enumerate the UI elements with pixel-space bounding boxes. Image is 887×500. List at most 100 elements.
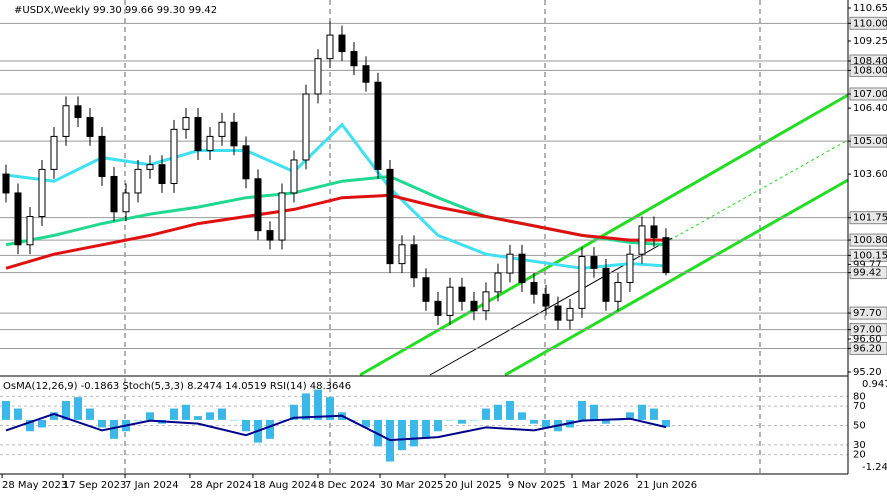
candle-body [446,286,454,316]
y-tick-label: 109.25 [853,36,887,47]
candle-body [86,117,94,137]
chart-title: #USDX,Weekly 99.30 99.66 99.30 99.42 [14,5,217,16]
candle-body [182,117,190,130]
osma-bar [661,419,670,427]
candle-body [578,256,586,309]
y-tick-label: 95.20 [853,367,882,378]
candle-body [566,307,574,321]
moving-average [5,193,666,270]
candle-body [386,168,394,265]
x-tick-label: 21 Jun 2026 [637,480,697,491]
candle-body [254,178,262,232]
y-tick-label: 110.00 [853,18,887,29]
candle-body [38,168,46,218]
y-tick-label: 96.60 [853,334,882,345]
osma-bar [625,412,634,420]
osma-bar [313,389,322,420]
channel [359,93,849,377]
osma-bar [241,419,250,432]
y-tick-label: 101.75 [853,213,887,224]
osma-bar [217,408,226,420]
period-separators [124,0,761,474]
candle-body [110,175,118,213]
osma-bar [1,400,10,420]
candle-body [650,225,658,239]
osma-tick-label: -1.2439 [862,462,887,473]
y-tick-label: 107.00 [853,89,887,100]
y-tick-label: 103.60 [853,169,887,180]
osma-bar [469,419,478,421]
osma-bar [193,416,202,420]
y-tick-label: 99.42 [853,268,882,279]
osma-bar [409,419,418,447]
candle-body [662,237,670,274]
y-tick-label: 100.15 [853,250,887,261]
osma-bar [589,404,598,420]
osma-tick-label: 0.9478 [862,379,887,390]
y-tick-label: 108.00 [853,65,887,76]
osma-bar [529,419,538,424]
candle-body [278,192,286,241]
rsi-tick-label: 30 [853,440,866,451]
y-tick-label: 108.40 [853,56,887,67]
osma-bar [325,397,334,420]
candle-body [98,135,106,177]
osma-bar [637,404,646,420]
osma-bar [505,400,514,420]
rsi-tick-label: 70 [853,401,866,412]
candle-body [374,81,382,170]
candle-body [338,34,346,53]
osma-bar [265,419,274,439]
candle-body [398,244,406,265]
candle-body [422,277,430,302]
osma-bar [181,404,190,420]
x-tick-label: 7 Jan 2024 [125,480,179,491]
osma-bar [205,412,214,420]
candle-body [326,34,334,60]
y-tick-label: 110.65 [853,3,887,14]
x-tick-label: 9 Nov 2025 [508,480,566,491]
candle-body [134,168,142,194]
osma-bar [361,419,370,428]
rsi-tick-label: 80 [853,391,866,402]
osma-bar [433,419,442,432]
candle-body [218,121,226,137]
candle-body [362,65,370,83]
osma-bar [49,412,58,420]
osma-bar [517,412,526,420]
candle-body [290,159,298,194]
osma-bar [445,419,454,421]
candle-body [230,121,238,147]
x-tick-label: 1 Mar 2026 [572,480,629,491]
candle-body [626,253,634,283]
y-tick-label: 97.00 [853,325,882,336]
candle-body [50,135,58,170]
candle-body [614,281,622,302]
y-tick-label: 105.00 [853,136,887,147]
osma-bar [541,419,550,428]
rsi-tick-label: 50 [853,421,866,432]
candle-body [62,105,70,137]
candle-body [2,173,10,194]
osma-bar [301,393,310,420]
x-tick-label: 28 Apr 2024 [190,480,252,491]
candle-body [410,244,418,279]
osma-bar [277,419,286,421]
osma-bar [97,419,106,428]
osma-bar [13,408,22,420]
moving-average [5,122,667,270]
candle-body [530,281,538,295]
candle-body [602,267,610,302]
candle-body [74,105,82,119]
candle-body [146,164,154,170]
candle-body [518,253,526,283]
y-tick-label: 106.40 [853,103,887,114]
rsi-tick-label: 20 [853,450,866,461]
osma-bar [457,419,466,424]
candle-body [158,164,166,185]
osma-bar [493,404,502,420]
osma-bar [85,408,94,420]
osma-bar [25,419,34,432]
